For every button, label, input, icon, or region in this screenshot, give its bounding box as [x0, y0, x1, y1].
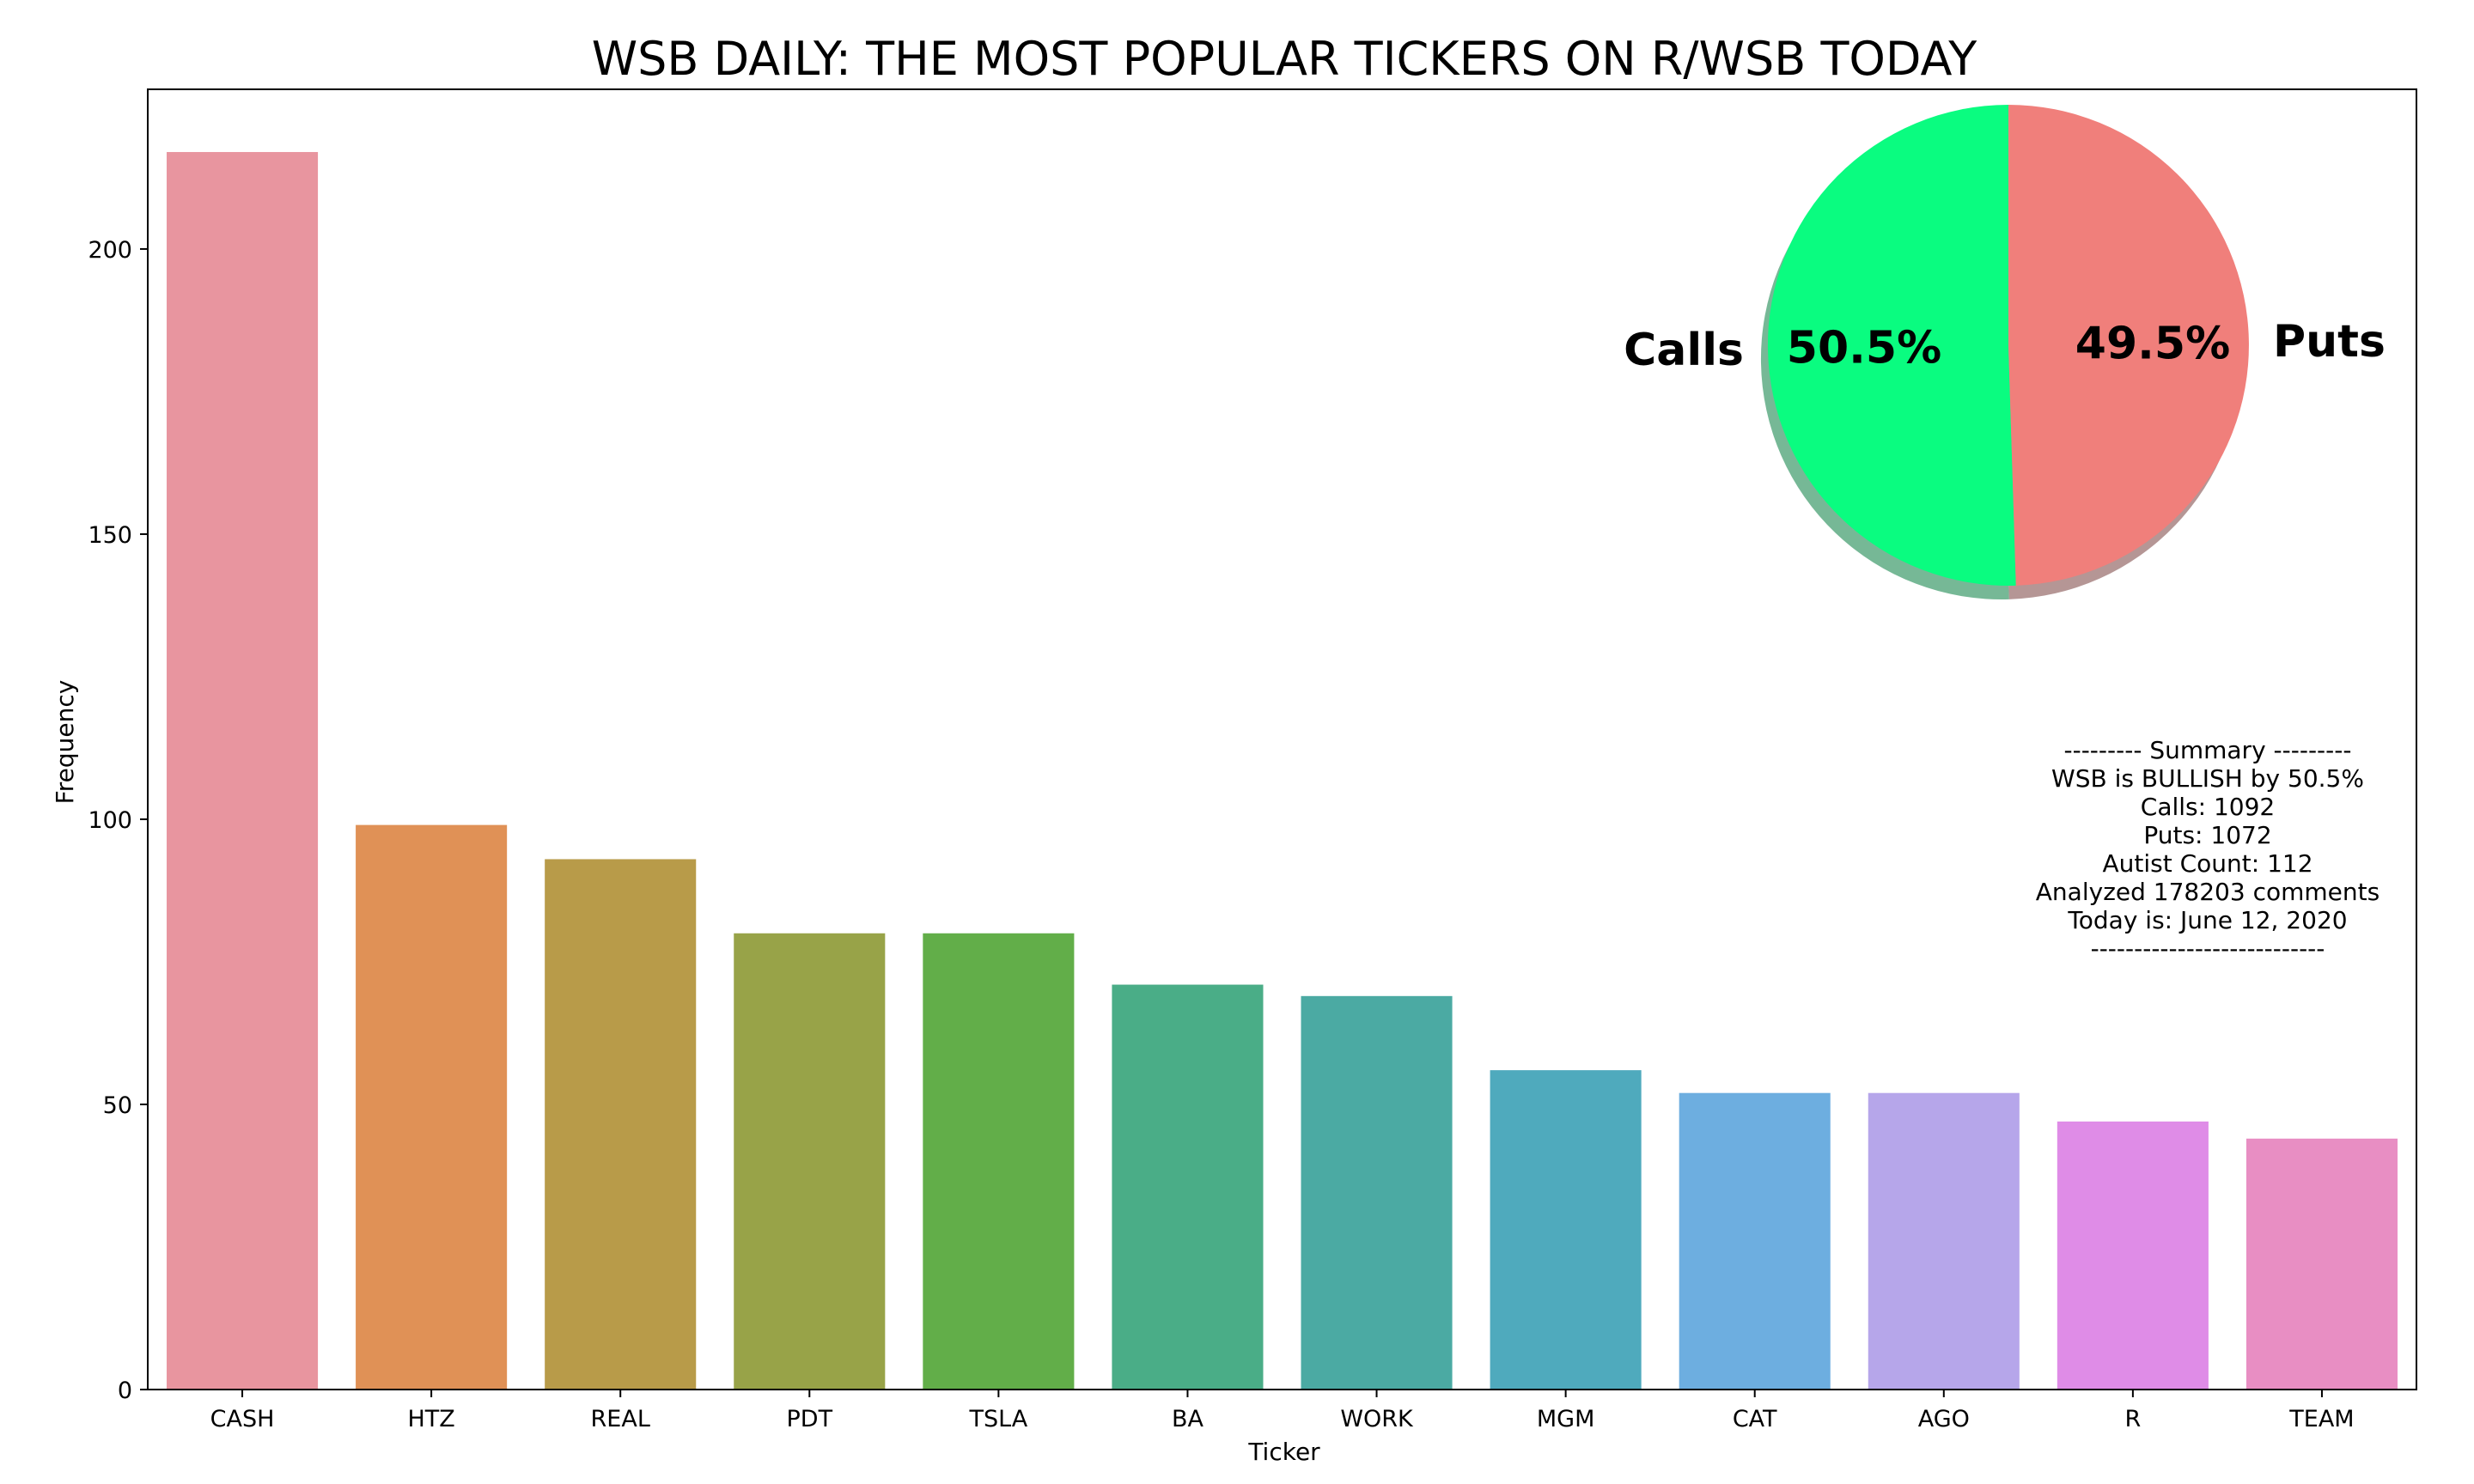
bar-cash [167, 152, 319, 1390]
summary-calls: Calls: 1092 [2140, 793, 2276, 821]
summary-analyzed: Analyzed 178203 comments [2035, 878, 2380, 906]
y-ticks: 0 50 100 150 200 [88, 237, 148, 1404]
bar-tsla [923, 933, 1075, 1390]
x-tick-label: HTZ [407, 1406, 454, 1432]
y-axis-label: Frequency [51, 680, 79, 805]
x-tick-label: REAL [591, 1406, 650, 1432]
x-tick-label: TSLA [968, 1406, 1027, 1432]
bar-ago [1868, 1092, 2020, 1390]
y-tick-label: 100 [88, 807, 132, 834]
y-tick-label: 150 [88, 522, 132, 549]
summary-header: --------- Summary --------- [2063, 736, 2352, 764]
bar-team [2245, 1138, 2398, 1390]
bar-mgm [1490, 1070, 1642, 1390]
y-tick-label: 50 [103, 1092, 132, 1119]
x-tick-label: WORK [1340, 1406, 1414, 1432]
bar-work [1301, 995, 1453, 1390]
pie-slice-label: Puts [2273, 316, 2386, 368]
summary-box: --------- Summary --------- WSB is BULLI… [2002, 736, 2414, 963]
y-tick-label: 200 [88, 237, 132, 264]
x-tick-label: CASH [210, 1406, 275, 1432]
bar-real [545, 859, 697, 1390]
summary-footer: --------------------------- [2090, 934, 2325, 963]
pie-chart: 50.5% Calls 49.5% Puts [1624, 104, 2386, 600]
bar-htz [356, 824, 508, 1390]
summary-date: Today is: June 12, 2020 [2068, 906, 2348, 934]
y-tick-label: 0 [118, 1378, 132, 1404]
x-ticks: CASH HTZ REAL PDT TSLA BA WORK MGM CAT AGO R TEAM [210, 1390, 2355, 1432]
pie-slice-calls [1767, 104, 2016, 586]
plot-frame [147, 88, 2417, 1390]
pie-percent-label: 49.5% [2075, 318, 2230, 369]
summary-sentiment: WSB is BULLISH by 50.5% [2051, 764, 2364, 793]
bar-cat [1679, 1092, 1831, 1390]
bar-pdt [734, 933, 886, 1390]
x-axis-label: Ticker [1247, 1438, 1320, 1466]
bar-ba [1112, 984, 1264, 1390]
chart-title: WSB DAILY: THE MOST POPULAR TICKERS ON R… [592, 32, 1978, 86]
pie-slice-puts [2008, 105, 2249, 586]
bar-r [2057, 1121, 2209, 1390]
pie-percent-label: 50.5% [1787, 323, 1941, 374]
x-tick-label: TEAM [2288, 1406, 2354, 1432]
x-tick-label: R [2124, 1406, 2141, 1432]
x-tick-label: BA [1172, 1406, 1204, 1432]
summary-autist-count: Autist Count: 112 [2102, 849, 2313, 878]
x-tick-label: MGM [1537, 1406, 1595, 1432]
summary-puts: Puts: 1072 [2143, 821, 2272, 849]
x-tick-label: AGO [1918, 1406, 1970, 1432]
x-tick-label: CAT [1733, 1406, 1777, 1432]
x-tick-label: PDT [787, 1406, 833, 1432]
pie-slice-label: Calls [1624, 325, 1744, 376]
bar-series [167, 152, 2398, 1390]
